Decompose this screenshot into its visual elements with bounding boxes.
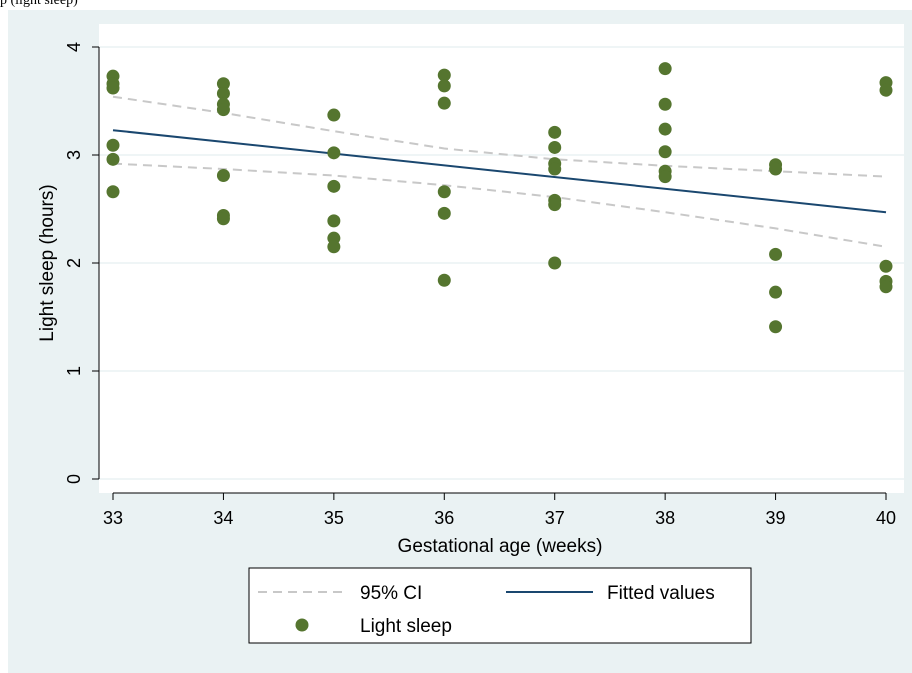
- light-sleep-point: [769, 247, 783, 261]
- light-sleep-point: [106, 185, 120, 199]
- legend-light-sleep-marker: [295, 618, 309, 632]
- light-sleep-point: [548, 140, 562, 154]
- y-tick-label: 1: [64, 366, 84, 376]
- y-tick-label: 4: [64, 42, 84, 52]
- light-sleep-point: [216, 77, 230, 91]
- light-sleep-point: [548, 256, 562, 270]
- light-sleep-point: [216, 86, 230, 100]
- x-tick-label: 40: [876, 508, 896, 528]
- x-tick-label: 35: [324, 508, 344, 528]
- y-tick-label: 2: [64, 258, 84, 268]
- fitted-line: [112, 129, 887, 214]
- ci-band-line-2: [112, 95, 887, 178]
- legend-ci-label: 95% CI: [360, 583, 422, 604]
- y-tick-label: 0: [64, 474, 84, 484]
- light-sleep-point: [106, 152, 120, 166]
- light-sleep-point: [437, 206, 451, 220]
- light-sleep-point: [658, 170, 672, 184]
- light-sleep-point: [327, 179, 341, 193]
- light-sleep-point: [769, 285, 783, 299]
- x-tick-label: 36: [434, 508, 454, 528]
- points-layer: [106, 62, 893, 334]
- light-sleep-point: [327, 146, 341, 160]
- legend-fitted-label: Fitted values: [607, 583, 715, 604]
- light-sleep-point: [658, 145, 672, 159]
- light-sleep-point: [658, 62, 672, 76]
- caption-fragment: p (light sleep): [0, 0, 78, 8]
- light-sleep-point: [879, 259, 893, 273]
- x-tick-label: 37: [545, 508, 565, 528]
- legend-light-sleep-label: Light sleep: [360, 616, 452, 637]
- light-sleep-point: [106, 138, 120, 152]
- light-sleep-point: [437, 185, 451, 199]
- light-sleep-point: [548, 198, 562, 212]
- x-axis-title: Gestational age (weeks): [398, 536, 603, 557]
- light-sleep-point: [216, 103, 230, 117]
- plot-area: [99, 24, 904, 493]
- legend-box: [248, 567, 752, 644]
- light-sleep-point: [216, 169, 230, 183]
- light-sleep-point: [437, 273, 451, 287]
- light-sleep-point: [658, 97, 672, 111]
- light-sleep-point: [879, 83, 893, 97]
- y-axis-title: Light sleep (hours): [37, 184, 58, 341]
- series-layer: [112, 95, 887, 248]
- y-tick-label: 3: [64, 150, 84, 160]
- light-sleep-point: [216, 212, 230, 226]
- light-sleep-point: [769, 162, 783, 176]
- x-tick-label: 39: [766, 508, 786, 528]
- light-sleep-point: [437, 79, 451, 93]
- light-sleep-point: [769, 320, 783, 334]
- light-sleep-point: [106, 81, 120, 95]
- light-sleep-point: [548, 125, 562, 139]
- legend: 95% CI Fitted values Light sleep: [248, 567, 752, 644]
- light-sleep-point: [879, 280, 893, 294]
- light-sleep-point: [437, 96, 451, 110]
- ci-band-line-3: [112, 162, 887, 248]
- x-tick-label: 34: [213, 508, 233, 528]
- light-sleep-point: [327, 240, 341, 254]
- light-sleep-point: [548, 162, 562, 176]
- light-sleep-point: [327, 108, 341, 122]
- light-sleep-point: [658, 122, 672, 136]
- light-sleep-point: [327, 214, 341, 228]
- x-tick-label: 33: [103, 508, 123, 528]
- x-tick-label: 38: [655, 508, 675, 528]
- light-sleep-point: [437, 68, 451, 82]
